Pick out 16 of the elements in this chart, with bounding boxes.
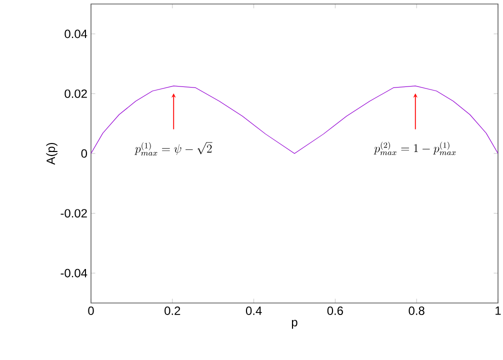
- annotation: $p^{(2)}_{max} = 1 - p^{(1)}_{max}$: [374, 142, 456, 156]
- y-tick-label: 0.02: [64, 89, 87, 98]
- x-axis-title: p: [292, 320, 298, 329]
- x-tick-label: 0.2: [164, 306, 180, 315]
- line-series: [91, 86, 498, 154]
- y-tick-label: -0.04: [60, 268, 88, 278]
- annotation: $p^{(1)}_{max} = \psi - \sqrt{2}$: [134, 142, 212, 156]
- x-tick-label: 0.8: [408, 306, 424, 315]
- x-tick-label: 0.4: [246, 306, 262, 315]
- x-tick-label: 0: [88, 306, 94, 315]
- y-tick-label: -0.02: [60, 209, 87, 218]
- x-tick-label: 1: [496, 306, 501, 315]
- x-tick-label: 0.6: [327, 306, 343, 315]
- y-tick-label: 0: [81, 149, 88, 158]
- y-axis-title: A(p): [46, 142, 58, 165]
- y-tick-label: 0.04: [64, 30, 88, 38]
